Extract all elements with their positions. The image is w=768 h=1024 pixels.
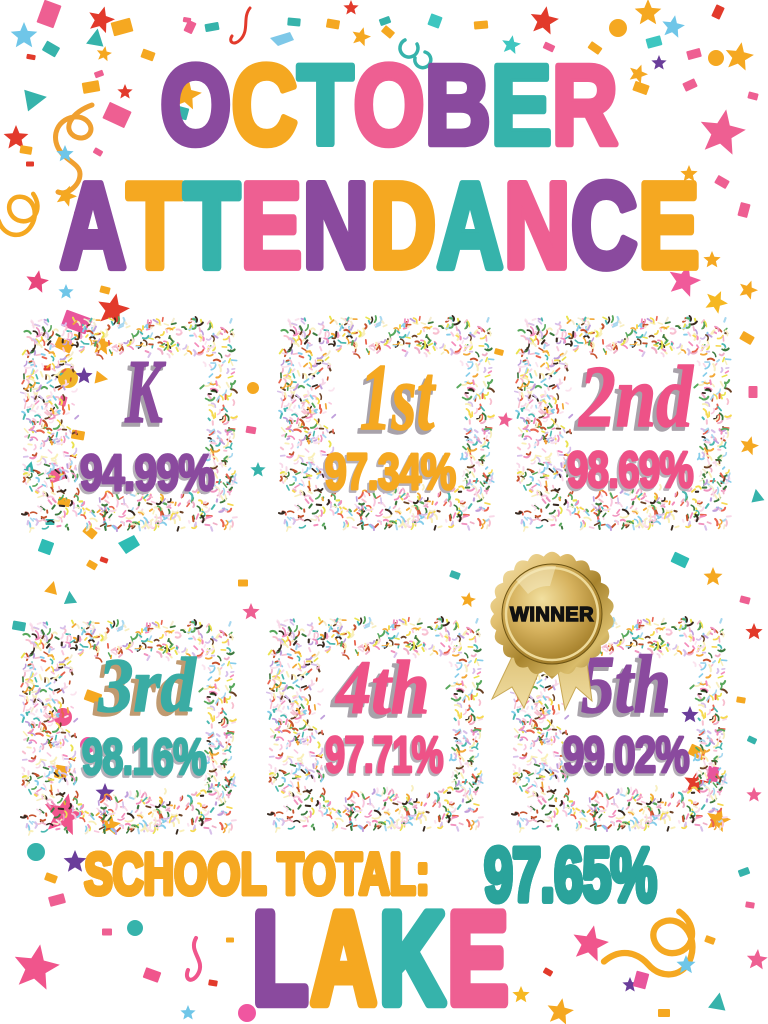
svg-text:K: K bbox=[124, 343, 166, 443]
svg-text:3rd: 3rd bbox=[97, 642, 196, 728]
svg-text:94.99%: 94.99% bbox=[78, 446, 212, 503]
svg-text:2nd: 2nd bbox=[578, 349, 694, 446]
svg-text:LAKE: LAKE bbox=[253, 886, 512, 1024]
svg-text:1st: 1st bbox=[356, 349, 433, 454]
svg-text:WINNER: WINNER bbox=[510, 604, 594, 626]
svg-text:97.34%: 97.34% bbox=[323, 446, 454, 503]
svg-text:98.69%: 98.69% bbox=[565, 443, 691, 501]
svg-text:ATTENDANCE: ATTENDANCE bbox=[60, 158, 700, 293]
svg-text:98.69%: 98.69% bbox=[567, 441, 693, 499]
svg-text:97.34%: 97.34% bbox=[325, 443, 456, 500]
svg-text:1st: 1st bbox=[360, 345, 437, 450]
svg-text:99.02%: 99.02% bbox=[563, 726, 689, 784]
svg-text:97.65%: 97.65% bbox=[484, 832, 656, 917]
svg-text:98.16%: 98.16% bbox=[82, 728, 206, 786]
svg-text:97.71%: 97.71% bbox=[323, 729, 441, 786]
svg-text:97.71%: 97.71% bbox=[325, 727, 443, 784]
svg-text:5th: 5th bbox=[581, 639, 671, 730]
svg-text:3rd: 3rd bbox=[93, 646, 192, 732]
svg-text:97.65%: 97.65% bbox=[484, 832, 656, 917]
svg-text:K: K bbox=[121, 347, 163, 447]
svg-text:2nd: 2nd bbox=[574, 353, 690, 450]
svg-text:99.02%: 99.02% bbox=[561, 728, 687, 786]
svg-text:4th: 4th bbox=[334, 645, 429, 729]
svg-text:94.99%: 94.99% bbox=[80, 444, 214, 501]
svg-text:4th: 4th bbox=[330, 649, 425, 733]
svg-text:SCHOOL TOTAL:: SCHOOL TOTAL: bbox=[84, 842, 430, 907]
svg-text:5th: 5th bbox=[577, 643, 667, 734]
svg-text:SCHOOL TOTAL:: SCHOOL TOTAL: bbox=[84, 842, 430, 907]
svg-text:OCTOBER: OCTOBER bbox=[160, 42, 618, 168]
svg-text:98.16%: 98.16% bbox=[80, 730, 204, 788]
